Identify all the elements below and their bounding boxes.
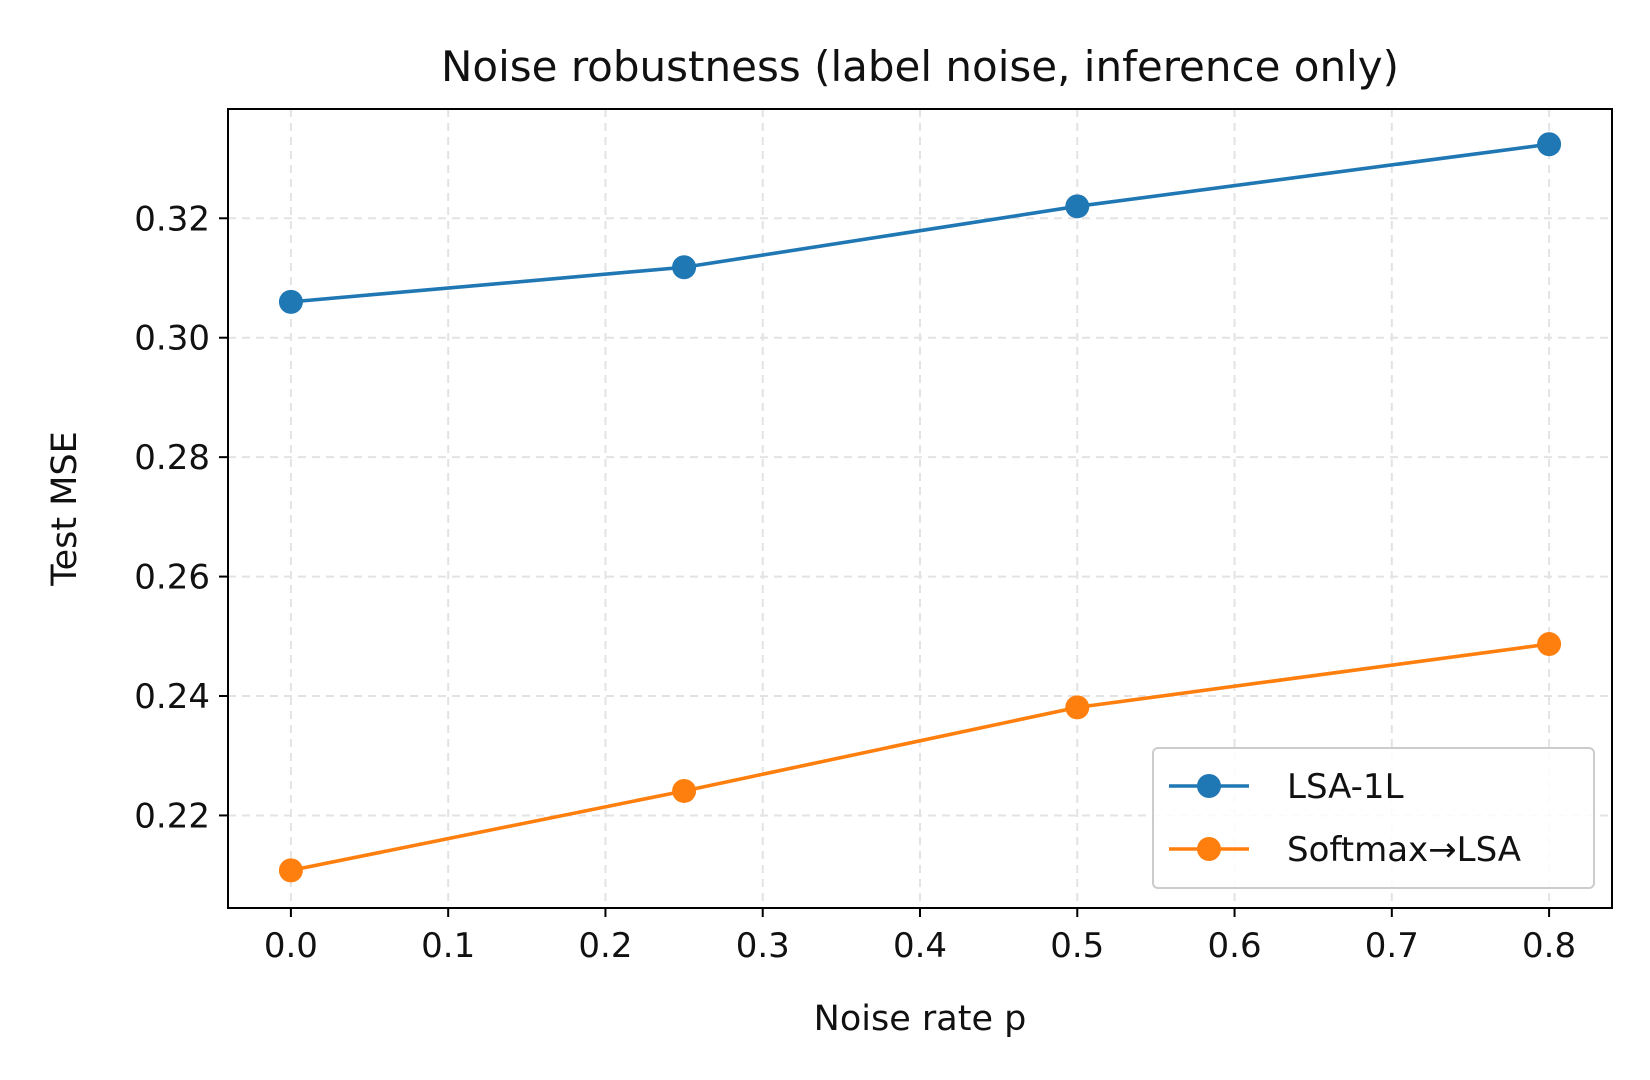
y-tick-label: 0.28	[134, 438, 210, 478]
legend-item: Softmax→LSA	[1169, 830, 1521, 870]
x-tick-label: 0.3	[736, 926, 790, 966]
x-tick-label: 0.6	[1208, 926, 1262, 966]
x-tick-label: 0.1	[421, 926, 475, 966]
data-point	[1537, 132, 1562, 157]
legend-label: LSA-1L	[1287, 767, 1404, 807]
data-point	[672, 255, 697, 280]
x-tick-label: 0.8	[1522, 926, 1576, 966]
y-tick-label: 0.24	[134, 677, 210, 717]
data-point	[1065, 194, 1090, 219]
y-tick-label: 0.32	[134, 199, 210, 239]
y-tick-label: 0.30	[134, 319, 210, 359]
legend-item: LSA-1L	[1169, 767, 1404, 807]
data-point	[672, 778, 697, 803]
x-tick-label: 0.2	[578, 926, 632, 966]
axis-ticks: 0.0 0.1 0.2 0.3 0.4 0.5 0.6 0.7 0.8 0.22 0.24 0.26 0…	[134, 199, 1576, 966]
chart-title: Noise robustness (label noise, inference…	[441, 42, 1399, 91]
series-1	[278, 132, 1562, 314]
data-point	[1065, 695, 1090, 720]
legend-swatch-marker	[1197, 774, 1221, 798]
legend-box	[1152, 747, 1595, 889]
legend-label: Softmax→LSA	[1287, 830, 1521, 870]
series-line	[290, 642, 1550, 873]
x-tick-label: 0.7	[1365, 926, 1419, 966]
x-tick-label: 0.5	[1050, 926, 1104, 966]
y-axis-title: Test MSE	[45, 431, 85, 587]
y-tick-label: 0.26	[134, 558, 210, 598]
x-tick-label: 0.4	[893, 926, 947, 966]
legend: LSA-1L Softmax→LSA	[1152, 747, 1595, 889]
data-point	[278, 858, 303, 883]
legend-swatch-marker	[1197, 837, 1221, 861]
x-tick-label: 0.0	[264, 926, 318, 966]
series-line	[290, 142, 1550, 304]
plot-series	[278, 132, 1562, 883]
data-point	[278, 289, 303, 314]
data-point	[1537, 632, 1562, 657]
y-tick-label: 0.22	[134, 796, 210, 836]
x-axis-title: Noise rate p	[814, 999, 1027, 1039]
series-2	[278, 632, 1562, 883]
